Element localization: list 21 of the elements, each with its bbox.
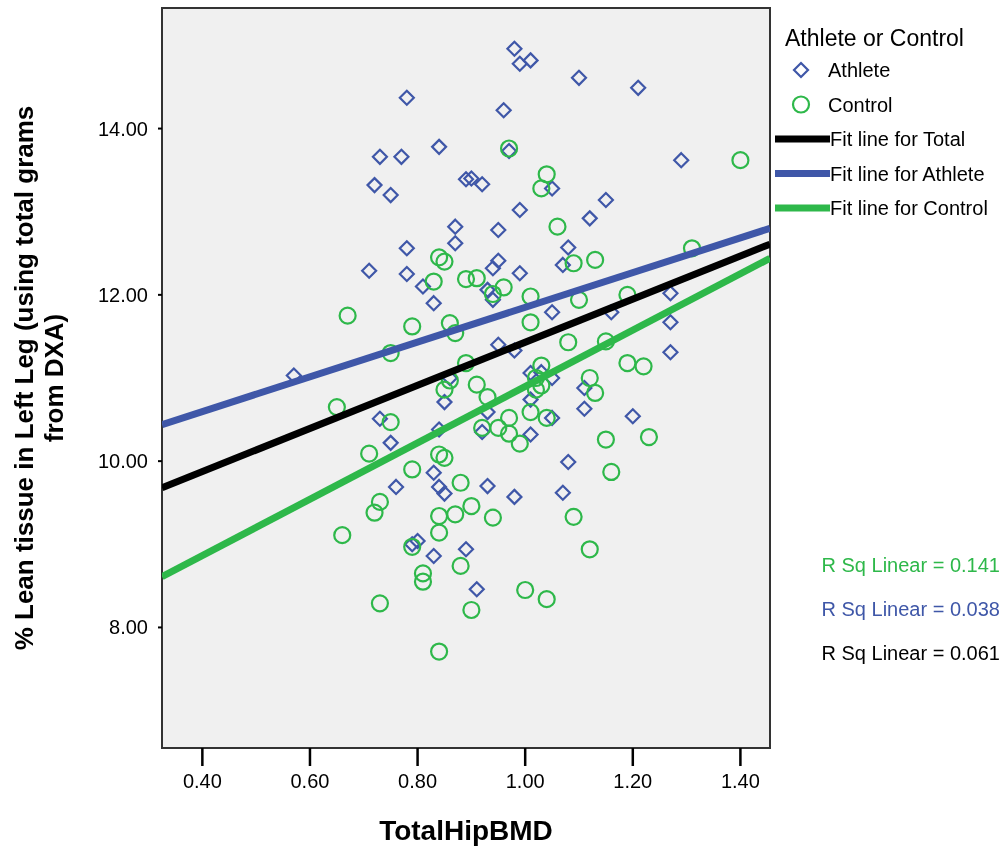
y-tick-label: 10.00 xyxy=(97,450,148,473)
legend-label: Fit line for Total xyxy=(830,128,966,150)
x-tick-label: 0.80 xyxy=(398,770,438,792)
y-tick-label: 12.00 xyxy=(97,283,148,306)
y-tick-label: 14.00 xyxy=(97,117,148,140)
text: R Sq Linear = 0.061 xyxy=(821,642,1000,664)
text: R Sq Linear = 0.141 xyxy=(821,554,1000,576)
x-axis-title: TotalHipBMD xyxy=(379,815,553,846)
legend-label: Fit line for Control xyxy=(830,197,988,219)
legend-label: Control xyxy=(828,93,893,116)
legend-title: Athlete or Control xyxy=(785,25,964,51)
y-axis-title: % Lean tissue in Left Leg (using total grams from DXA) xyxy=(9,105,69,651)
y-tick-label: 8.00 xyxy=(109,616,148,639)
legend-label: Fit line for Athlete xyxy=(830,162,985,185)
x-tick-label: 1.20 xyxy=(613,770,653,792)
x-tick-label: 0.40 xyxy=(182,770,222,792)
text: R Sq Linear = 0.038 xyxy=(821,598,1000,620)
legend-label: Athlete xyxy=(828,59,891,81)
x-tick-label: 1.00 xyxy=(505,770,545,792)
x-tick-label: 0.60 xyxy=(290,770,330,792)
x-tick-label: 1.40 xyxy=(720,770,760,792)
